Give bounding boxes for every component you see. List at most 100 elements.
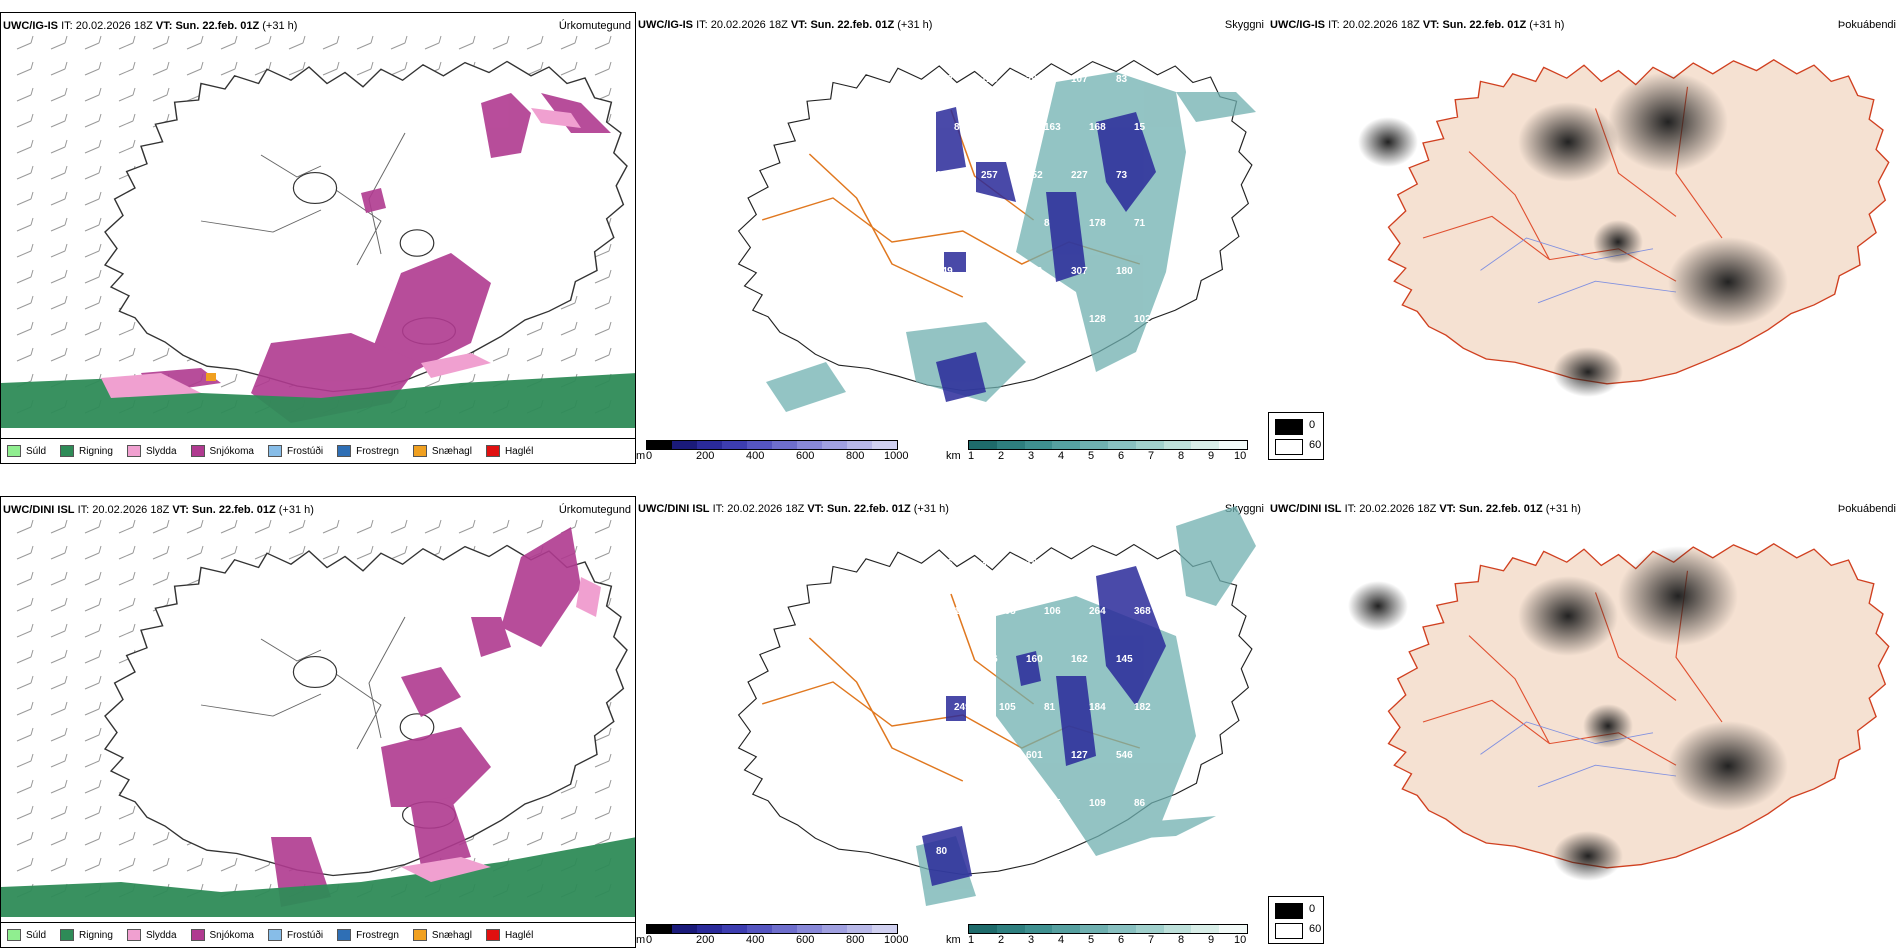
cloudbase-label: 183 xyxy=(954,606,971,617)
wind-barb xyxy=(84,701,102,716)
wind-barb xyxy=(50,87,68,102)
wind-barb xyxy=(118,113,136,128)
cloudbase-label: 249 xyxy=(954,702,971,713)
fog-areas xyxy=(1348,546,1788,881)
cloudbase-label: 160 xyxy=(954,314,971,325)
wind-barb xyxy=(50,243,68,258)
wind-barb xyxy=(118,321,136,336)
precip-panel-top: UWC/IG-IS IT: 20.02.2026 18Z VT: Sun. 22… xyxy=(0,12,636,464)
wind-barb xyxy=(16,597,34,612)
cloudbase-label: 168 xyxy=(1089,122,1106,133)
wind-barb xyxy=(16,61,34,76)
wind-barb xyxy=(50,727,68,742)
wind-barb xyxy=(594,519,612,534)
cloudbase-label: 151 xyxy=(1071,558,1088,569)
wind-barb xyxy=(152,519,170,534)
wind-barb xyxy=(50,139,68,154)
panel-title: Úrkomutegund xyxy=(558,20,631,32)
panel-header: UWC/IG-IS IT: 20.02.2026 18Z VT: Sun. 22… xyxy=(3,20,298,32)
legend-item: Haglél xyxy=(485,445,533,457)
cloud-panel-bottom: UWC/DINI ISL IT: 20.02.2026 18Z VT: Sun.… xyxy=(636,496,1268,948)
cloudbase-label: 264 xyxy=(1089,606,1106,617)
cloudbase-label: 496 xyxy=(936,750,953,761)
sleet-areas xyxy=(101,108,581,398)
cloudbase-label: 992 xyxy=(936,74,953,85)
wind-barb xyxy=(186,61,204,76)
wind-barb xyxy=(84,519,102,534)
wind-barb xyxy=(50,165,68,180)
cloudbase-label: 601 xyxy=(1026,750,1043,761)
wind-barb xyxy=(526,35,544,50)
panel-header: UWC/DINI ISL IT: 20.02.2026 18Z VT: Sun.… xyxy=(3,504,314,516)
colorbar-tick: 0 xyxy=(646,934,653,946)
wind-barb xyxy=(16,243,34,258)
wind-barb xyxy=(84,597,102,612)
wind-barb xyxy=(390,545,408,560)
cloudbase-label: 79 xyxy=(1116,558,1128,569)
colorbar-tick: 10 xyxy=(1234,450,1247,462)
wind-barb xyxy=(118,857,136,872)
cloudbase-label: 152 xyxy=(1026,170,1043,181)
wind-barb xyxy=(594,545,612,560)
wind-barb xyxy=(424,519,442,534)
colorbar-tick: 5 xyxy=(1088,450,1095,462)
wind-barb xyxy=(356,61,374,76)
wind-barb xyxy=(152,831,170,846)
cloudbase-label: 163 xyxy=(1044,122,1061,133)
wind-barb xyxy=(16,857,34,872)
wind-barb xyxy=(152,347,170,362)
colorbar-tick: 1000 xyxy=(884,934,909,946)
wind-barb xyxy=(390,61,408,76)
fog-key: 0 60 xyxy=(1268,896,1324,944)
panel-header: UWC/DINI ISL IT: 20.02.2026 18Z VT: Sun.… xyxy=(1270,503,1581,515)
wind-barb xyxy=(16,675,34,690)
wind-barb xyxy=(594,61,612,76)
cloud-map: 992 126 298 107 83 82 146 163 168 15 98 257 152 227 73… xyxy=(738,59,1256,412)
wind-barb xyxy=(50,113,68,128)
cloudbase-label: 102 xyxy=(1134,314,1151,325)
wind-barb xyxy=(526,831,544,846)
wind-barb xyxy=(220,35,238,50)
cloudbase-label: 107 xyxy=(981,750,998,761)
cloudbase-label: 145 xyxy=(1116,654,1133,665)
legend-item: Súld xyxy=(7,445,46,457)
cloudbase-label: 98 xyxy=(936,170,948,181)
wind-barb xyxy=(16,519,34,534)
wind-barb xyxy=(322,61,340,76)
cloudbase-label: 15 xyxy=(1134,122,1146,133)
colorbar-tick: 1000 xyxy=(884,450,909,462)
colorbar-tick: 6 xyxy=(1118,450,1125,462)
colorbar-tick: 7 xyxy=(1148,450,1155,462)
cloudbase-label: 128 xyxy=(1089,314,1106,325)
wind-barb xyxy=(16,805,34,820)
wind-barb xyxy=(16,571,34,586)
wind-barb xyxy=(16,35,34,50)
wind-barb xyxy=(152,571,170,586)
wind-barb xyxy=(220,61,238,76)
legend-item: Snæhagl xyxy=(412,929,472,941)
cloudbase-colorbar: m 0 200 400 600 800 1000 xyxy=(636,924,936,948)
panel-title: Þokuábendi xyxy=(1837,19,1896,31)
wind-barb xyxy=(84,649,102,664)
wind-barb xyxy=(594,347,612,362)
wind-barb xyxy=(50,35,68,50)
wind-barb xyxy=(322,545,340,560)
wind-barb xyxy=(84,113,102,128)
wind-barb xyxy=(84,61,102,76)
wind-barb xyxy=(84,753,102,768)
legend-item: Haglél xyxy=(485,929,533,941)
wind-barb xyxy=(152,545,170,560)
wind-barb xyxy=(594,727,612,742)
wind-barb xyxy=(526,347,544,362)
cloudbase-label: 146 xyxy=(999,122,1016,133)
colorbar-tick: 2 xyxy=(998,934,1005,946)
wind-barb xyxy=(118,87,136,102)
wind-barb xyxy=(186,35,204,50)
precip-legend: Súld Rigning Slydda Snjókoma Frostúði Fr… xyxy=(1,438,635,463)
wind-barb xyxy=(50,295,68,310)
wind-barb xyxy=(594,321,612,336)
cloudbase-label: 948 xyxy=(981,846,998,857)
wind-barb xyxy=(560,321,578,336)
wind-barb xyxy=(84,831,102,846)
cloud-map: 816 35 185 151 79 183 205 106 264 368 117 166 160 162… xyxy=(738,506,1256,906)
